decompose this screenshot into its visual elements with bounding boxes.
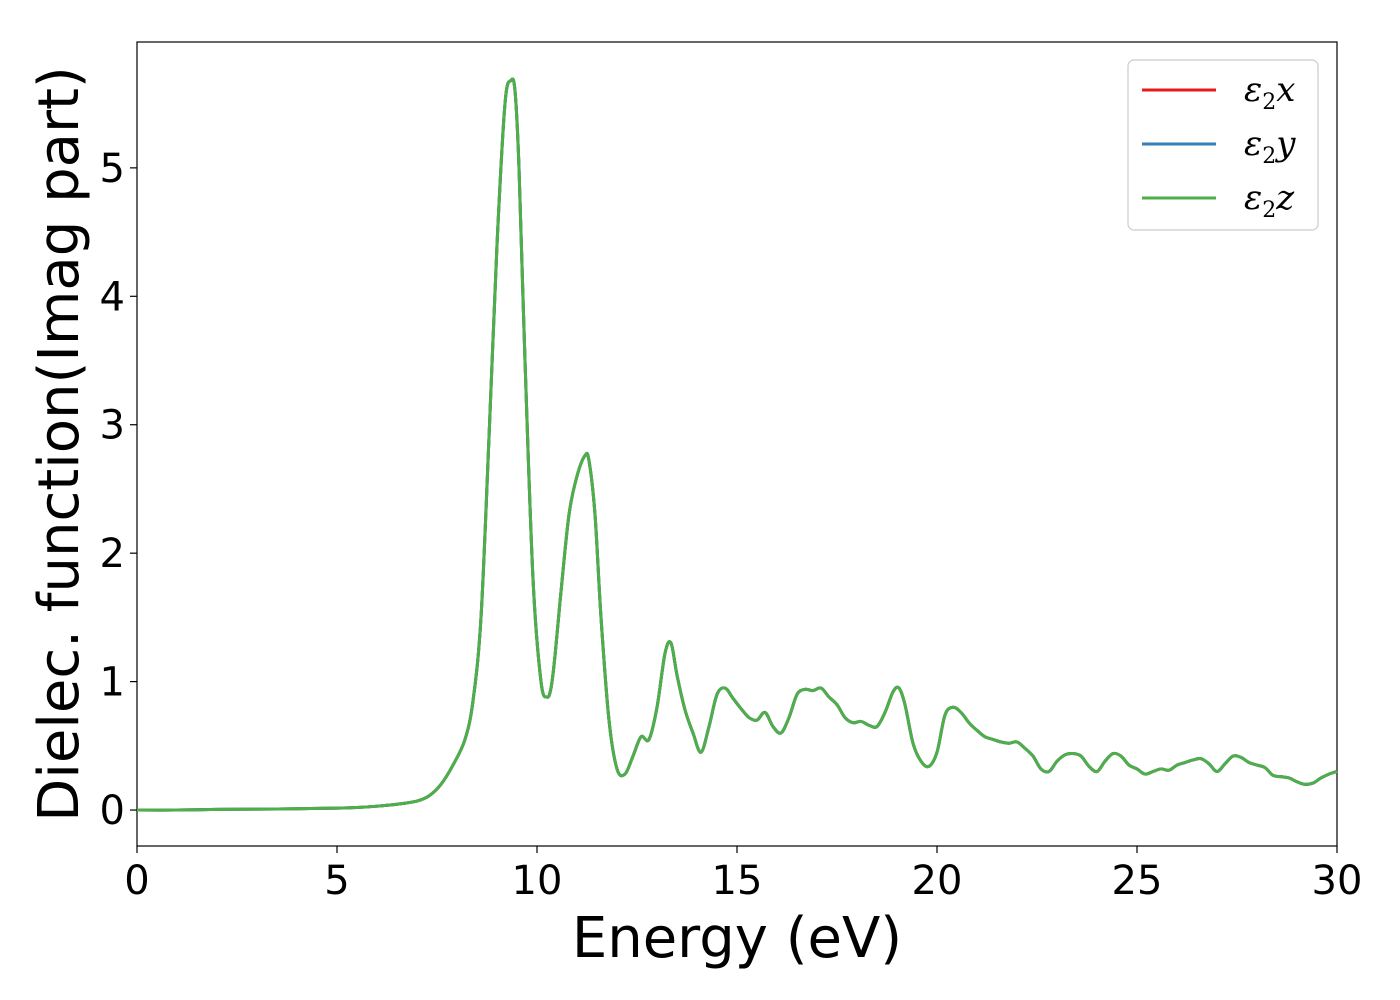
x-axis-label: Energy (eV) xyxy=(572,906,902,971)
x-ticks: 0 5 10 15 20 25 30 xyxy=(124,846,1362,904)
y-axis-label: Dielec. function(Imag part) xyxy=(27,66,92,822)
x-tick-label: 10 xyxy=(512,858,563,904)
y-tick-label: 1 xyxy=(100,660,125,706)
legend-label: ε2z xyxy=(1244,178,1295,223)
y-tick-label: 4 xyxy=(100,274,125,320)
legend-label: ε2x xyxy=(1244,70,1295,115)
legend-label: ε2y xyxy=(1244,124,1296,169)
y-tick-label: 0 xyxy=(100,788,125,834)
x-tick-label: 15 xyxy=(712,858,763,904)
x-tick-label: 0 xyxy=(124,858,149,904)
y-tick-label: 3 xyxy=(100,403,125,449)
y-tick-label: 2 xyxy=(100,531,125,577)
y-tick-label: 5 xyxy=(100,146,125,192)
series-layer xyxy=(136,77,1338,812)
legend-box xyxy=(1127,59,1319,231)
series-line-z xyxy=(136,77,1338,812)
x-tick-label: 5 xyxy=(324,858,349,904)
x-tick-label: 30 xyxy=(1312,858,1363,904)
y-ticks: 0 1 2 3 4 5 xyxy=(100,146,137,834)
x-tick-label: 20 xyxy=(912,858,963,904)
legend: ε2x ε2y ε2z xyxy=(1127,59,1319,231)
x-tick-label: 25 xyxy=(1112,858,1163,904)
